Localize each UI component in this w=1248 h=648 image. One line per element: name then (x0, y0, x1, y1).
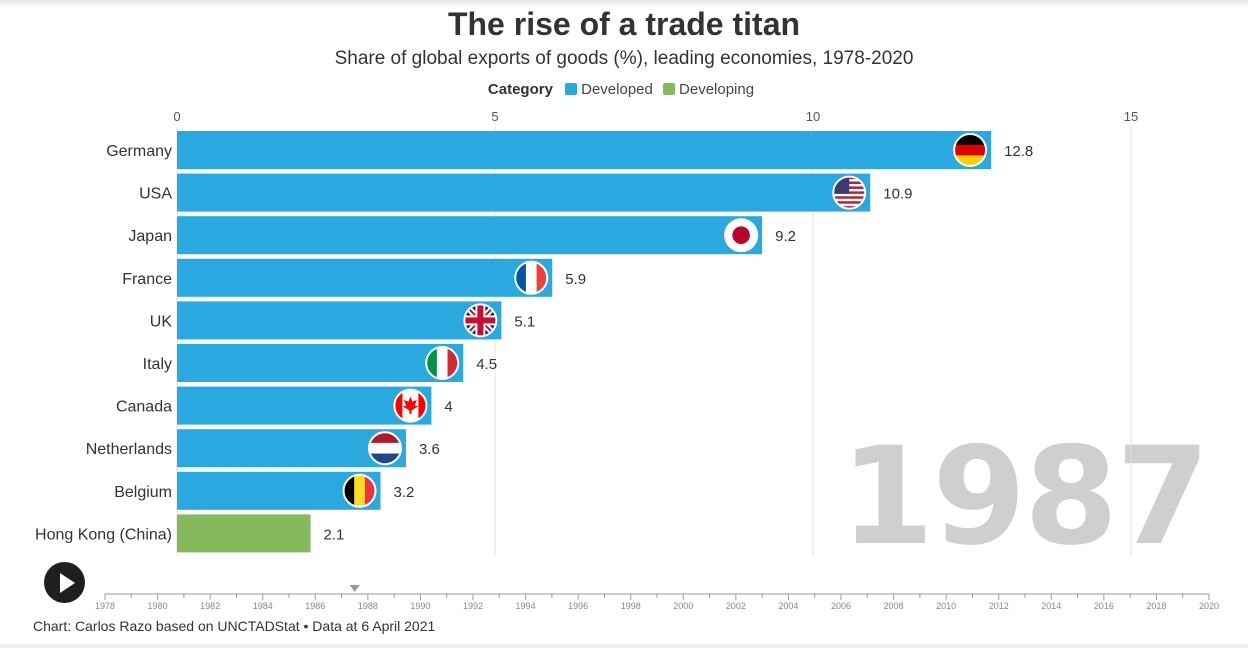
timeline-label: 2006 (831, 601, 851, 611)
timeline-label: 2018 (1146, 601, 1166, 611)
timeline-label: 2010 (936, 601, 956, 611)
timeline-label: 1990 (410, 601, 430, 611)
bar (177, 216, 763, 255)
chart-title: The rise of a trade titan (447, 6, 801, 42)
bar (177, 429, 406, 468)
value-label: 12.8 (1004, 143, 1033, 160)
category-label: Hong Kong (China) (35, 526, 172, 543)
legend-label-developed: Developed (581, 81, 653, 98)
legend-label-developing: Developing (679, 81, 755, 98)
italy-flag (425, 346, 460, 380)
uk-flag (463, 303, 498, 338)
bar (177, 258, 553, 297)
category-label: Italy (143, 356, 172, 373)
legend: Category Developed Developing (0, 81, 1248, 98)
timeline-handle[interactable] (349, 585, 360, 592)
value-label: 5.1 (514, 313, 535, 330)
value-label: 5.9 (565, 271, 586, 288)
japan-flag (724, 218, 759, 253)
bar (177, 386, 432, 425)
x-tick-label: 0 (173, 109, 180, 124)
current-year-label: 1987 (840, 418, 1210, 575)
canada-flag (393, 388, 428, 423)
germany-flag (953, 133, 988, 167)
bar (177, 173, 871, 212)
x-tick-label: 5 (491, 109, 498, 124)
france-flag (514, 260, 549, 295)
timeline-label: 2012 (989, 601, 1009, 611)
bar (177, 344, 464, 382)
category-label: Canada (116, 399, 172, 416)
top-shade (0, 0, 1248, 8)
timeline-label: 1984 (253, 601, 273, 611)
chart-subtitle: Share of global exports of goods (%), le… (334, 48, 914, 69)
legend-item-developing[interactable]: Developing (663, 81, 754, 98)
bar (177, 514, 311, 553)
timeline-label: 2020 (1199, 601, 1219, 611)
timeline-label: 1978 (95, 601, 115, 611)
timeline-label: 2002 (726, 601, 746, 611)
timeline-label: 2004 (778, 601, 798, 611)
category-label: Germany (106, 143, 172, 160)
x-tick-label: 10 (806, 109, 820, 124)
timeline-label: 1994 (516, 601, 536, 611)
timeline-label: 1980 (148, 601, 168, 611)
belgium-flag (342, 473, 377, 508)
category-label: UK (150, 313, 173, 330)
timeline-label: 1988 (358, 601, 378, 611)
category-label: Japan (128, 228, 172, 245)
legend-item-developed[interactable]: Developed (565, 81, 653, 98)
category-label: USA (139, 186, 172, 203)
value-label: 2.1 (324, 526, 345, 543)
x-tick-label: 15 (1124, 109, 1138, 124)
value-label: 3.2 (394, 484, 415, 501)
timeline-label: 1996 (568, 601, 588, 611)
timeline-label: 2014 (1041, 601, 1061, 611)
bottom-border (0, 644, 1248, 648)
source-note: Chart: Carlos Razo based on UNCTADStat •… (33, 618, 436, 634)
play-button[interactable] (44, 562, 85, 603)
play-icon (60, 573, 75, 593)
legend-title: Category (487, 81, 553, 98)
timeline-label: 1992 (463, 601, 483, 611)
value-label: 4 (444, 399, 452, 416)
bar (177, 131, 992, 169)
value-label: 10.9 (883, 186, 912, 203)
timeline-label: 1982 (200, 601, 220, 611)
netherlands-flag (367, 431, 402, 466)
category-label: France (122, 271, 172, 288)
timeline-label: 1998 (621, 601, 641, 611)
value-label: 4.5 (476, 356, 497, 373)
usa-flag (832, 175, 867, 210)
bar (177, 301, 502, 340)
value-label: 9.2 (775, 228, 796, 245)
legend-swatch-developed (565, 83, 578, 95)
timeline-label: 2016 (1094, 601, 1114, 611)
timeline-label: 2000 (673, 601, 693, 611)
category-label: Belgium (114, 484, 172, 501)
category-label: Netherlands (86, 441, 172, 458)
legend-swatch-developing (663, 83, 676, 95)
value-label: 3.6 (419, 441, 440, 458)
timeline-label: 1986 (305, 601, 325, 611)
timeline-label: 2008 (884, 601, 904, 611)
